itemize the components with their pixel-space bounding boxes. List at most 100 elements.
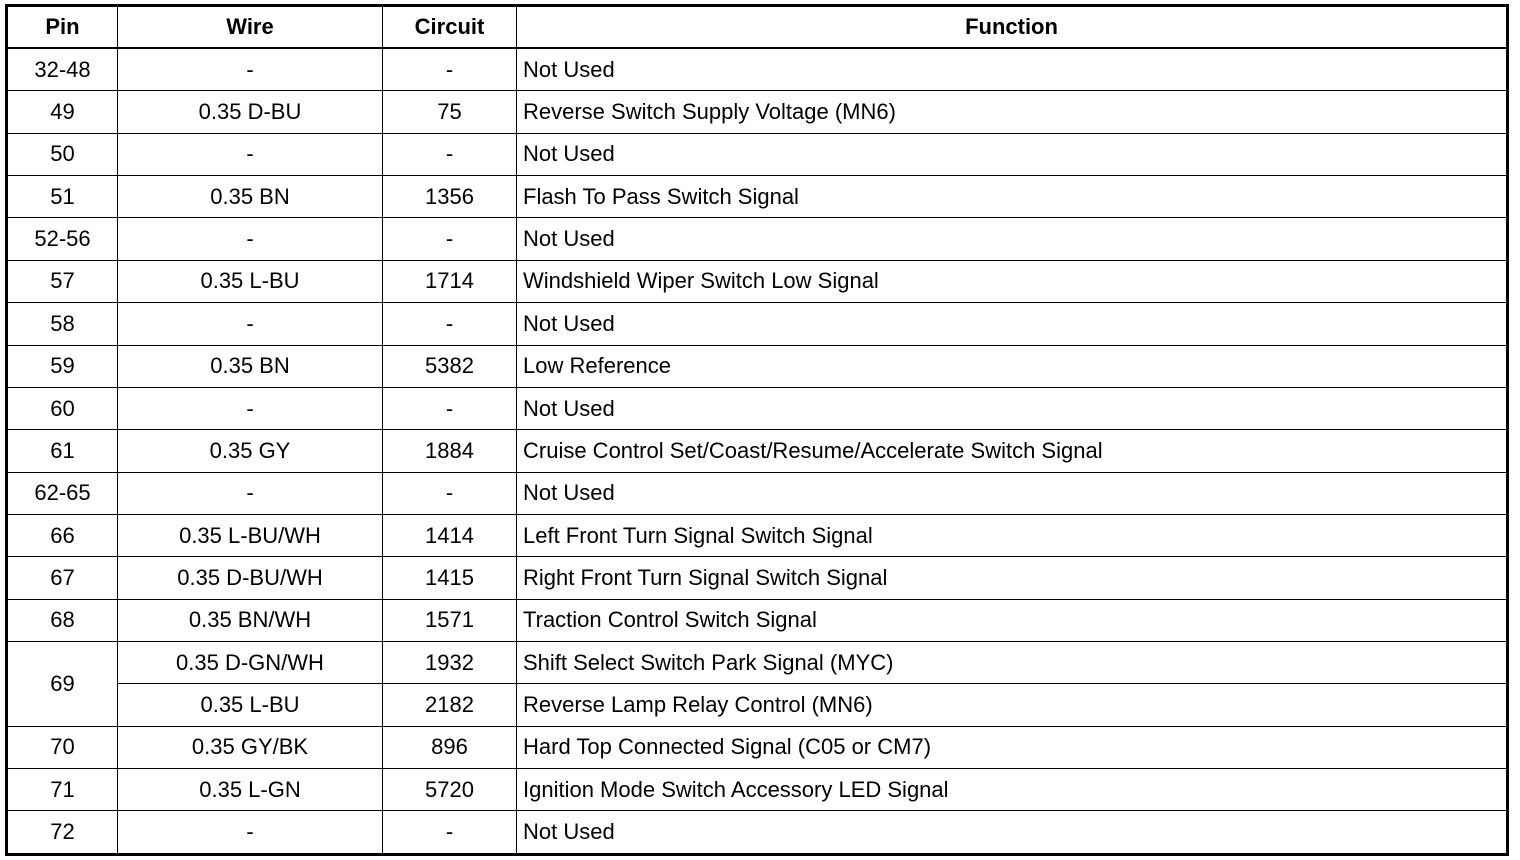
cell-pin: 67: [6, 556, 118, 600]
table-row: 59 0.35 BN 5382 Low Reference: [6, 344, 1508, 388]
cell-pin: 58: [6, 302, 118, 346]
cell-pin: 72: [6, 810, 118, 855]
cell-function: Not Used: [516, 810, 1508, 855]
pinout-table: Pin Wire Circuit Function 32-48- - Not Use…: [5, 4, 1509, 856]
cell-pin: 52-56: [6, 217, 118, 261]
cell-pin: 61: [6, 429, 118, 473]
cell-wire: -: [117, 217, 383, 261]
table-row: 68 0.35 BN/WH 1571 Traction Control Switch …: [6, 598, 1508, 643]
cell-function: Not Used: [516, 302, 1508, 346]
cell-wire: -: [117, 810, 383, 855]
table-row: 52-56- - Not Used: [6, 217, 1508, 261]
cell-circuit: 75: [382, 90, 517, 134]
cell-wire: 0.35 L-BU/WH: [117, 513, 383, 558]
cell-function: Traction Control Switch Signal: [516, 598, 1508, 643]
cell-wire: 0.35 BN/WH: [117, 598, 383, 643]
header-pin: Pin: [6, 5, 118, 49]
cell-wire: 0.35 L-BU: [117, 259, 383, 304]
cell-function: Not Used: [516, 47, 1508, 92]
cell-function: Ignition Mode Switch Accessory LED Signa…: [516, 768, 1508, 812]
table-row: 67 0.35 D-BU/WH 1415 Right Front Turn Signa…: [6, 556, 1508, 600]
cell-function: Right Front Turn Signal Switch Signal: [516, 556, 1508, 600]
table-body: 32-48- - Not Used 49 0.35 D-BU 75 Reverse Swit…: [6, 47, 1508, 855]
table-row: 66 0.35 L-BU/WH 1414 Left Front Turn Signal…: [6, 513, 1508, 558]
cell-wire: 0.35 BN: [117, 175, 383, 219]
cell-circuit: 896: [382, 725, 517, 770]
table-row: 62-65- - Not Used: [6, 471, 1508, 515]
table-row: 32-48- - Not Used: [6, 47, 1508, 92]
header-wire: Wire: [117, 5, 383, 49]
table-row: 50- - Not Used: [6, 132, 1508, 177]
header-circuit: Circuit: [382, 5, 517, 49]
cell-function: Not Used: [516, 217, 1508, 261]
cell-circuit: 5720: [382, 768, 517, 812]
cell-wire: 0.35 D-GN/WH: [117, 641, 383, 685]
cell-function: Low Reference: [516, 344, 1508, 388]
cell-pin: 60: [6, 386, 118, 431]
cell-pin: 68: [6, 598, 118, 643]
table-row: 70 0.35 GY/BK 896 Hard Top Connected Signal…: [6, 725, 1508, 770]
cell-pin: 66: [6, 513, 118, 558]
cell-circuit: 1571: [382, 598, 517, 643]
cell-function: Left Front Turn Signal Switch Signal: [516, 513, 1508, 558]
cell-function: Shift Select Switch Park Signal (MYC): [516, 641, 1508, 685]
cell-circuit: 1415: [382, 556, 517, 600]
cell-pin: 62-65: [6, 471, 118, 515]
cell-circuit: 1356: [382, 175, 517, 219]
cell-circuit: 1414: [382, 513, 517, 558]
table-row: 69 0.35 D-GN/WH 1932 Shift Select Switch Pa…: [6, 641, 1508, 727]
cell-wire: 0.35 L-GN: [117, 768, 383, 812]
cell-pin: 70: [6, 725, 118, 770]
table-row: 49 0.35 D-BU 75 Reverse Switch Supply Volta…: [6, 90, 1508, 134]
cell-pin: 57: [6, 259, 118, 304]
cell-circuit: -: [382, 132, 517, 177]
cell-pin: 71: [6, 768, 118, 812]
cell-wire: -: [117, 302, 383, 346]
table-row: 0.35 L-BU 2182 Reverse Lamp Relay Control …: [7, 683, 1508, 727]
cell-circuit: -: [382, 302, 517, 346]
cell-function: Not Used: [516, 132, 1508, 177]
table-row: 58- - Not Used: [6, 302, 1508, 346]
cell-circuit: 5382: [382, 344, 517, 388]
header-row: Pin Wire Circuit Function: [6, 5, 1508, 49]
cell-pin: 32-48: [6, 47, 118, 92]
cell-circuit: 1714: [382, 259, 517, 304]
cell-function: Not Used: [516, 471, 1508, 515]
cell-wire: 0.35 D-BU: [117, 90, 383, 134]
cell-pin: 50: [6, 132, 118, 177]
table-row: 51 0.35 BN 1356 Flash To Pass Switch Signal: [6, 175, 1508, 219]
table-row: 72- - Not Used: [6, 810, 1508, 855]
cell-wire: 0.35 L-BU: [117, 683, 383, 727]
cell-pin: 49: [6, 90, 118, 134]
cell-circuit: 1932: [382, 641, 517, 685]
cell-pin: 59: [6, 344, 118, 388]
cell-wire: -: [117, 471, 383, 515]
cell-wire: -: [117, 47, 383, 92]
cell-circuit: -: [382, 386, 517, 431]
table-row: 60- - Not Used: [6, 386, 1508, 431]
table-row: 57 0.35 L-BU 1714 Windshield Wiper Switch L…: [6, 259, 1508, 304]
cell-circuit: -: [382, 810, 517, 855]
cell-circuit: 1884: [382, 429, 517, 473]
table-row: 71 0.35 L-GN 5720 Ignition Mode Switch Acce…: [6, 768, 1508, 812]
cell-function: Hard Top Connected Signal (C05 or CM7): [516, 725, 1508, 770]
cell-circuit: -: [382, 471, 517, 515]
cell-circuit: -: [382, 217, 517, 261]
cell-wire: 0.35 GY/BK: [117, 725, 383, 770]
cell-wire: 0.35 BN: [117, 344, 383, 388]
cell-function: Windshield Wiper Switch Low Signal: [516, 259, 1508, 304]
cell-circuit: 2182: [382, 683, 517, 727]
header-function: Function: [516, 5, 1508, 49]
cell-circuit: -: [382, 47, 517, 92]
cell-pin: 69: [6, 641, 118, 727]
cell-function: Reverse Switch Supply Voltage (MN6): [516, 90, 1508, 134]
cell-function: Cruise Control Set/Coast/Resume/Accelera…: [516, 429, 1508, 473]
cell-function: Not Used: [516, 386, 1508, 431]
cell-wire: -: [117, 386, 383, 431]
cell-wire: -: [117, 132, 383, 177]
cell-function: Flash To Pass Switch Signal: [516, 175, 1508, 219]
cell-function: Reverse Lamp Relay Control (MN6): [516, 683, 1508, 727]
cell-pin: 51: [6, 175, 118, 219]
cell-wire: 0.35 D-BU/WH: [117, 556, 383, 600]
cell-wire: 0.35 GY: [117, 429, 383, 473]
